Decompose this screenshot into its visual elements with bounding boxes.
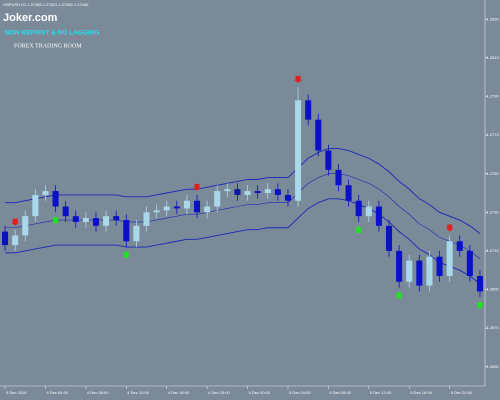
x-tick-label: 4 Dec 20:00	[208, 390, 230, 395]
candle-body	[62, 206, 69, 217]
buy-arrow	[475, 301, 484, 309]
y-tick-label: 1.2750	[487, 171, 500, 176]
candle-body	[12, 235, 19, 246]
x-tick-label: 5 Dec 16:00	[410, 390, 432, 395]
x-tick-label: 4 Dec 12:00	[127, 390, 149, 395]
candle-body	[32, 194, 39, 217]
candle-body	[416, 260, 423, 286]
candle-body	[103, 216, 110, 226]
candle-body	[2, 231, 9, 246]
candle-body	[315, 119, 322, 151]
candle-body	[22, 216, 29, 236]
band-upper	[5, 148, 481, 234]
candle-body	[113, 216, 120, 221]
candle-body	[52, 191, 59, 207]
candle-body	[396, 250, 403, 282]
y-tick-label: 1.2770	[487, 132, 500, 137]
buy-arrow	[395, 291, 404, 299]
candle-body	[476, 275, 483, 292]
candle-body	[325, 150, 332, 170]
candle-body	[133, 225, 140, 242]
sell-arrow	[193, 183, 202, 191]
candle-body	[375, 206, 382, 226]
y-tick-label: 1.2710	[487, 248, 500, 253]
candle-body	[436, 256, 443, 276]
brand-title: Joker.com	[3, 12, 58, 24]
x-tick-label: 5 Dec 00:00	[249, 390, 271, 395]
candle-body	[82, 218, 89, 222]
candle-body	[305, 100, 312, 120]
x-tick-label: 5 Dec 08:00	[329, 390, 351, 395]
buy-arrow	[354, 225, 363, 233]
candle-body	[234, 189, 241, 195]
candle-body	[456, 241, 463, 251]
candle-body	[284, 194, 291, 201]
symbol-info: GBPUSD,H1 1.27485 1.27521 1.27350 1.2744…	[3, 2, 89, 7]
buy-arrow	[51, 216, 60, 224]
candle-body	[264, 189, 271, 193]
candle-body	[153, 210, 160, 213]
x-tick-label: 4 Dec 08:00	[87, 390, 109, 395]
y-tick-label: 1.2830	[487, 16, 500, 21]
candle-body	[335, 169, 342, 186]
x-tick-label: 4 Dec 2018	[6, 390, 27, 395]
candle-body	[92, 218, 100, 226]
subtitle: NON REPAINT & NO LAGGING	[5, 30, 100, 37]
sell-arrow	[445, 224, 454, 232]
x-tick-label: 4 Dec 16:00	[168, 390, 190, 395]
candle-body	[355, 200, 362, 217]
candle-body	[173, 206, 180, 209]
candle-body	[72, 216, 79, 222]
y-tick-label: 1.2730	[487, 209, 500, 214]
candle-body	[365, 206, 372, 217]
candle-body	[143, 212, 150, 226]
candle-body	[123, 220, 130, 242]
band-lower	[5, 198, 481, 285]
candle-body	[466, 250, 473, 276]
annotation: FOREX TRADING ROOM	[14, 43, 82, 49]
y-tick-label: 1.2790	[487, 94, 500, 99]
x-tick-label: 5 Dec 12:00	[370, 390, 392, 395]
buy-arrow	[122, 251, 131, 259]
y-tick-label: 1.2810	[487, 55, 500, 60]
candle-body	[446, 241, 453, 276]
candle-body	[345, 185, 352, 201]
candle-body	[163, 206, 170, 211]
candle-body	[214, 191, 221, 207]
y-tick-label: 1.2670	[487, 325, 500, 330]
candle-body	[42, 191, 49, 195]
y-tick-label: 1.2650	[487, 364, 500, 369]
sell-arrow	[294, 75, 303, 83]
candle-body	[274, 189, 281, 195]
candle-body	[224, 189, 231, 192]
sell-arrow	[11, 218, 20, 226]
y-tick-label: 1.2690	[487, 287, 500, 292]
x-tick-label: 5 Dec 20:00	[451, 390, 473, 395]
candle-body	[385, 225, 393, 251]
candle-body	[244, 191, 251, 195]
candle-body	[295, 100, 302, 201]
x-tick-label: 4 Dec 04:00	[46, 390, 68, 395]
candle-body	[183, 200, 190, 209]
candle-body	[406, 260, 413, 282]
x-tick-label: 5 Dec 04:00	[289, 390, 311, 395]
candle-body	[426, 256, 433, 286]
candle-body	[204, 206, 211, 213]
candle-body	[254, 191, 261, 193]
candle-body	[194, 200, 201, 213]
